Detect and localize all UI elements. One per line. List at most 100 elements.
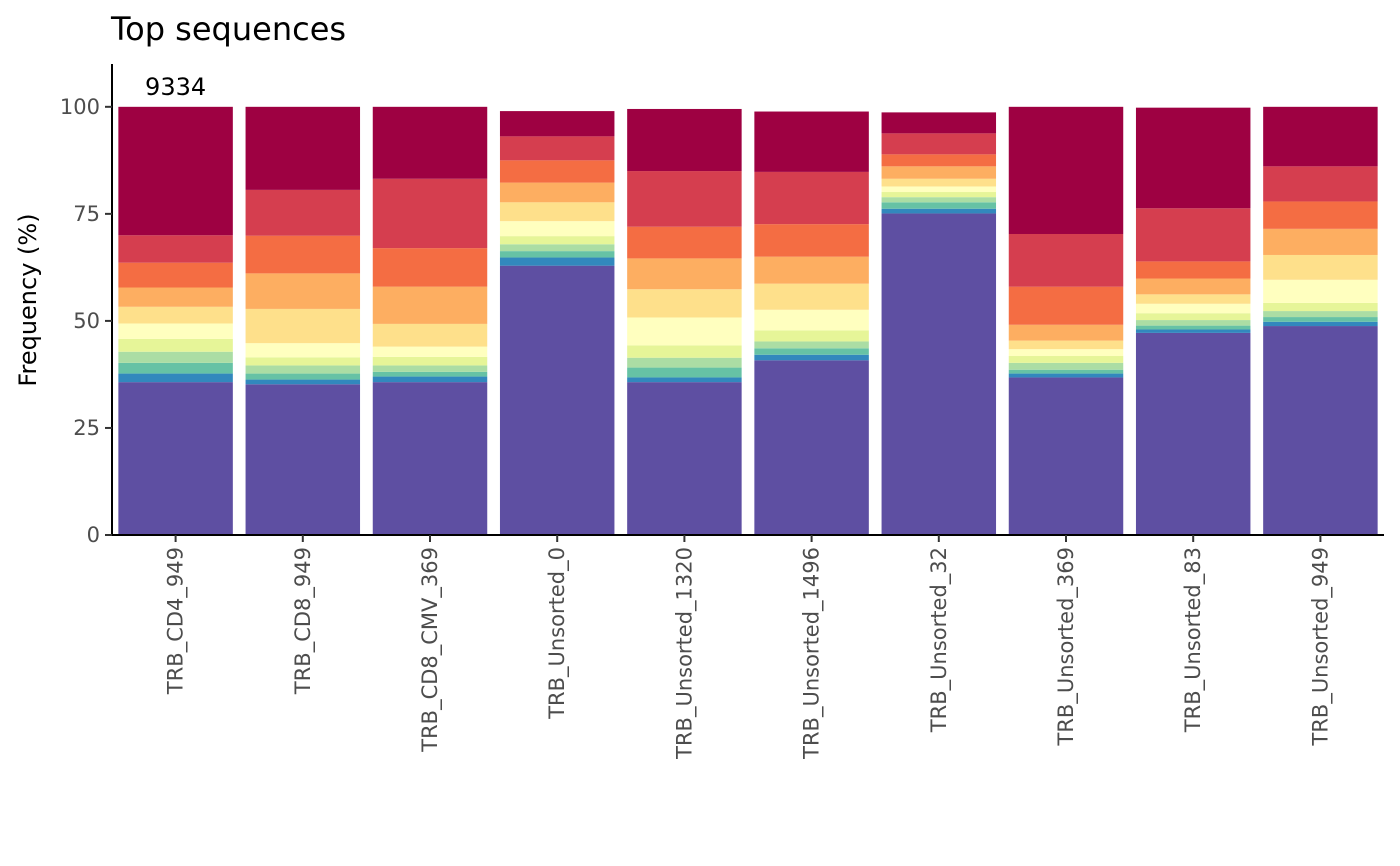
- bar-segment: [754, 354, 869, 361]
- bar-segment: [1135, 329, 1251, 333]
- bar-segment: [372, 371, 488, 377]
- bar-segment: [1135, 208, 1251, 262]
- bar-segment: [1008, 377, 1124, 535]
- x-tick-label: TRB_CD4_949: [164, 547, 189, 695]
- bar-segment: [881, 133, 997, 155]
- bar-segment: [245, 343, 361, 358]
- bar-segment: [1135, 313, 1251, 321]
- bar-segment: [1263, 317, 1378, 322]
- x-tick-label: TRB_Unsorted_1496: [800, 547, 825, 760]
- bar-segment: [118, 323, 233, 339]
- bar-segment: [372, 356, 488, 366]
- bar-segment: [881, 166, 997, 179]
- bar-segment: [881, 208, 997, 214]
- bar-segment: [754, 348, 869, 355]
- bar-segment: [881, 192, 997, 198]
- bar-segment: [1008, 349, 1124, 357]
- y-tick-label: 25: [73, 416, 100, 440]
- x-tick-label: TRB_Unsorted_949: [1308, 547, 1333, 747]
- bar-segment: [245, 235, 361, 274]
- y-axis: 0 25 50 75 100: [60, 64, 113, 547]
- bar-segment: [627, 367, 742, 378]
- bar-annotation-label: 9334: [145, 73, 206, 101]
- bar-segment: [118, 106, 233, 236]
- bar-segment: [1008, 373, 1124, 378]
- bar-segment: [499, 202, 615, 222]
- bar-segment: [1135, 325, 1251, 330]
- bar-segment: [754, 341, 869, 349]
- bar-segment: [118, 306, 233, 324]
- bar-segment: [245, 273, 361, 309]
- bar-segment: [245, 189, 361, 236]
- bar-segment: [372, 365, 488, 372]
- bar-segment: [245, 365, 361, 374]
- bar-segment: [1263, 228, 1378, 255]
- bar-segment: [1135, 303, 1251, 314]
- bar-segment: [1008, 362, 1124, 370]
- bar-segment: [627, 258, 742, 290]
- bar-segment: [754, 330, 869, 342]
- bar-segment: [627, 171, 742, 227]
- bar-segment: [499, 244, 615, 252]
- annotations-group: 9334: [145, 73, 206, 101]
- y-tick-label: 50: [73, 309, 100, 333]
- bar-segment: [881, 154, 997, 167]
- bar-segment: [627, 226, 742, 259]
- bar-segment: [1263, 254, 1378, 280]
- y-tick-label: 75: [73, 202, 100, 226]
- bar-segment: [118, 362, 233, 374]
- bar-segment: [627, 108, 742, 172]
- bar-segment: [627, 317, 742, 346]
- bar-segment: [1008, 369, 1124, 374]
- bar-segment: [118, 287, 233, 307]
- bar-segment: [881, 202, 997, 209]
- y-tick-label: 100: [60, 95, 100, 119]
- bar-segment: [372, 376, 488, 383]
- x-tick-label: TRB_Unsorted_369: [1054, 547, 1079, 747]
- bar-segment: [499, 160, 615, 183]
- bar-segment: [499, 265, 615, 535]
- bar-segment: [1263, 279, 1378, 303]
- bar-segment: [372, 178, 488, 249]
- bar-segment: [754, 171, 869, 225]
- bar-segment: [881, 186, 997, 193]
- bar-segment: [1263, 201, 1378, 229]
- bar-segment: [1263, 302, 1378, 312]
- bar-segment: [372, 323, 488, 347]
- bar-segment: [1008, 324, 1124, 341]
- bar-segment: [1263, 321, 1378, 327]
- bar-segment: [1135, 320, 1251, 326]
- bar-segment: [372, 382, 488, 535]
- bar-segment: [754, 360, 869, 535]
- bar-segment: [1135, 294, 1251, 304]
- x-tick-label: TRB_CD8_949: [291, 547, 316, 695]
- bar-segment: [245, 357, 361, 366]
- bar-segment: [118, 235, 233, 263]
- bar-segment: [754, 111, 869, 172]
- bar-segment: [881, 197, 997, 203]
- bar-segment: [372, 248, 488, 287]
- bar-segment: [754, 283, 869, 310]
- bar-segment: [118, 262, 233, 288]
- x-axis: TRB_CD4_949 TRB_CD8_949 TRB_CD8_CMV_369 TRB…: [112, 534, 1384, 760]
- bar-segment: [881, 178, 997, 187]
- bars-group: [118, 106, 1378, 535]
- bar-segment: [499, 111, 615, 137]
- x-tick-label: TRB_Unsorted_83: [1181, 547, 1206, 733]
- bar-segment: [627, 289, 742, 318]
- bar-segment: [372, 346, 488, 357]
- y-axis-title: Frequency (%): [14, 213, 42, 386]
- bar-segment: [1135, 332, 1251, 535]
- bar-segment: [118, 338, 233, 352]
- bar-segment: [1135, 278, 1251, 295]
- bar-segment: [245, 373, 361, 380]
- x-tick-label: TRB_Unsorted_32: [927, 547, 952, 733]
- bar-segment: [372, 106, 488, 179]
- bar-segment: [627, 377, 742, 383]
- bar-segment: [627, 345, 742, 358]
- x-tick-label: TRB_CD8_CMV_369: [418, 547, 443, 753]
- bar-segment: [1263, 166, 1378, 202]
- bar-segment: [372, 286, 488, 324]
- bar-segment: [499, 236, 615, 245]
